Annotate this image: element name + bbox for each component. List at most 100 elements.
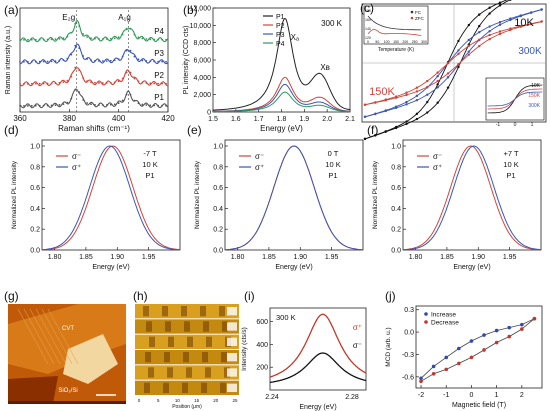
- inset-field-x-tick: 0: [514, 122, 517, 128]
- data-point: [54, 60, 57, 63]
- fit-line: [420, 318, 535, 382]
- data-point: [98, 60, 100, 62]
- x-tick-label: 1.90: [471, 254, 485, 261]
- data-point: [394, 125, 398, 129]
- data-point: [415, 90, 419, 93]
- inset-y-tick-label: 180: [365, 9, 371, 13]
- curve-150K: [364, 20, 544, 106]
- data-point: [509, 27, 512, 30]
- panel-letter-g: (g): [4, 289, 19, 303]
- strip-feature: [163, 382, 169, 393]
- x-tick-label: 25: [232, 398, 238, 403]
- data-point: [42, 104, 45, 107]
- curve-150K: [364, 20, 544, 106]
- data-point: [94, 37, 96, 40]
- data-point: [498, 4, 502, 7]
- data-point: [105, 38, 108, 40]
- data-point: [436, 79, 439, 83]
- data-point: [540, 8, 543, 11]
- data-point: [113, 37, 116, 40]
- data-point: [19, 104, 21, 107]
- panel-letter-e: (e): [187, 123, 202, 137]
- strip-feature: [219, 306, 225, 317]
- data-point: [384, 98, 387, 101]
- strip-feature: [206, 336, 212, 347]
- series-line: [225, 145, 363, 251]
- data-point: [153, 104, 156, 107]
- colorbar: [8, 401, 126, 404]
- y-tick-label: 1.0: [391, 144, 401, 151]
- data-point: [145, 38, 148, 40]
- data-point: [415, 112, 419, 116]
- data-point: [419, 379, 423, 384]
- x-tick-label: 2: [520, 392, 524, 399]
- x-tick-label: 15: [194, 398, 200, 403]
- data-point: [30, 60, 33, 63]
- fit-line: [420, 318, 535, 379]
- data-point: [374, 134, 377, 137]
- data-point: [363, 115, 367, 118]
- legend-label: σ⁻: [72, 152, 81, 161]
- data-point: [58, 59, 61, 62]
- x-tick-label: 1.95: [325, 254, 339, 261]
- inset-temperature-frame: [363, 5, 429, 45]
- label-10k: 10K: [514, 17, 534, 29]
- inset-y-tick-label: 140: [365, 27, 371, 31]
- inset-legend-marker: [410, 16, 414, 20]
- legend-label: σ⁻: [255, 152, 264, 161]
- data-point: [78, 69, 81, 72]
- data-point: [494, 340, 499, 345]
- annotation-a1g: A₁g: [118, 13, 130, 22]
- data-point: [478, 44, 481, 48]
- data-point: [436, 71, 439, 74]
- data-point: [384, 109, 387, 112]
- data-point: [165, 104, 167, 107]
- data-point: [415, 86, 419, 89]
- legend-label: σ⁺: [255, 163, 264, 172]
- y-axis-label: Normalized PL intensity: [194, 160, 201, 229]
- y-tick-label: 0.6: [30, 185, 40, 192]
- y-tick-label: 600: [256, 319, 268, 326]
- data-point: [488, 12, 491, 15]
- data-point: [426, 93, 429, 96]
- data-point: [394, 95, 398, 98]
- series-line: [402, 145, 542, 251]
- data-point: [498, 23, 502, 26]
- data-point: [50, 60, 53, 63]
- data-point: [38, 82, 41, 85]
- y-tick-label: 6,000: [193, 58, 211, 65]
- data-point: [117, 36, 120, 39]
- data-point: [74, 44, 77, 47]
- data-point: [101, 104, 104, 106]
- inset-field-x-tick: -1: [496, 122, 501, 128]
- data-point: [46, 104, 49, 107]
- y-axis-label: Intensity (cts/s): [241, 327, 248, 371]
- data-point: [109, 37, 112, 40]
- data-point: [149, 82, 152, 85]
- data-point: [444, 355, 449, 360]
- x-tick-label: 0: [469, 392, 473, 399]
- data-point: [50, 82, 53, 85]
- data-point: [82, 99, 85, 101]
- data-point: [467, 23, 471, 27]
- curve-300K: [364, 8, 544, 118]
- y-tick-label: 1.0: [213, 144, 223, 151]
- data-point: [34, 82, 37, 85]
- data-point: [46, 60, 49, 63]
- data-point: [38, 60, 41, 63]
- legend-label-P3: P3: [276, 32, 285, 39]
- data-point: [86, 36, 88, 38]
- strip-tag: [227, 307, 237, 316]
- series-label-P1: P1: [154, 93, 164, 102]
- condition-label: -7 T: [143, 149, 157, 158]
- data-point: [101, 82, 104, 84]
- legend-label: σ⁺: [353, 323, 362, 332]
- data-point: [30, 104, 33, 107]
- texture-line: [23, 308, 55, 365]
- panel-letter-c: (c): [360, 1, 374, 15]
- data-point: [374, 101, 377, 104]
- data-point: [469, 355, 474, 360]
- y-tick-label: 10,000: [190, 23, 212, 30]
- data-point: [161, 104, 163, 107]
- y-tick-label: 8,000: [193, 40, 211, 47]
